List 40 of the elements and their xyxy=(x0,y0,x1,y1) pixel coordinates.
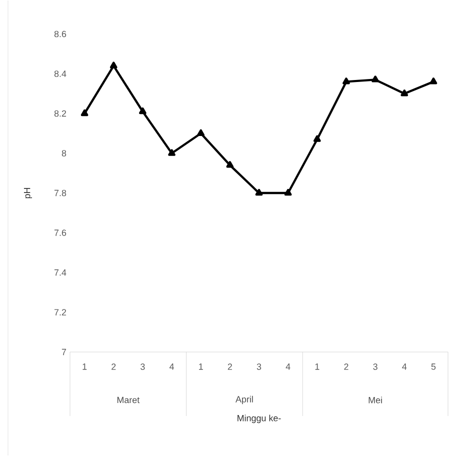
point xyxy=(430,78,438,84)
point xyxy=(197,129,205,136)
point xyxy=(313,135,321,142)
y-tick-label: 8.6 xyxy=(54,30,66,38)
text: Mei xyxy=(368,396,382,404)
x-tick-label: 2 xyxy=(344,364,348,370)
x-tick-label: 1 xyxy=(199,364,203,370)
point xyxy=(255,188,263,196)
point xyxy=(226,161,234,168)
y-tick-label: 7.2 xyxy=(54,309,66,316)
point xyxy=(139,107,146,114)
y-tick-label: 8 xyxy=(62,150,66,156)
y-tick-label: 8.2 xyxy=(54,110,66,117)
x-tick-label: 3 xyxy=(140,364,145,370)
y-tick-label: 7.8 xyxy=(54,190,66,196)
point xyxy=(110,62,118,68)
y-tick-label: 7.6 xyxy=(54,230,66,236)
x-tick-label: 2 xyxy=(228,364,232,370)
x-axis-title: Minggu ke- xyxy=(238,414,281,424)
x-tick-label: 2 xyxy=(112,364,116,370)
x-tick-label: 3 xyxy=(256,364,262,370)
x-tick-label: 4 xyxy=(286,364,290,370)
x-tick-label: 4 xyxy=(169,364,174,370)
text: Maret xyxy=(117,396,140,404)
x-tick-label: 4 xyxy=(402,364,407,370)
point xyxy=(400,90,408,96)
y-tick-label: 7 xyxy=(62,348,66,356)
y-tick-label: 7.4 xyxy=(54,269,66,276)
x-tick-label: 1 xyxy=(315,364,320,370)
y-axis-title: pH xyxy=(24,188,32,198)
point xyxy=(284,188,292,196)
point xyxy=(80,109,88,116)
x-tick-label: 1 xyxy=(82,364,87,370)
point xyxy=(342,78,350,84)
x-tick-label: 3 xyxy=(373,364,378,370)
y-tick-label: 8.4 xyxy=(54,70,66,77)
text: April xyxy=(236,396,253,404)
point xyxy=(372,76,379,82)
x-tick-label: 5 xyxy=(431,364,436,370)
point xyxy=(168,149,176,156)
